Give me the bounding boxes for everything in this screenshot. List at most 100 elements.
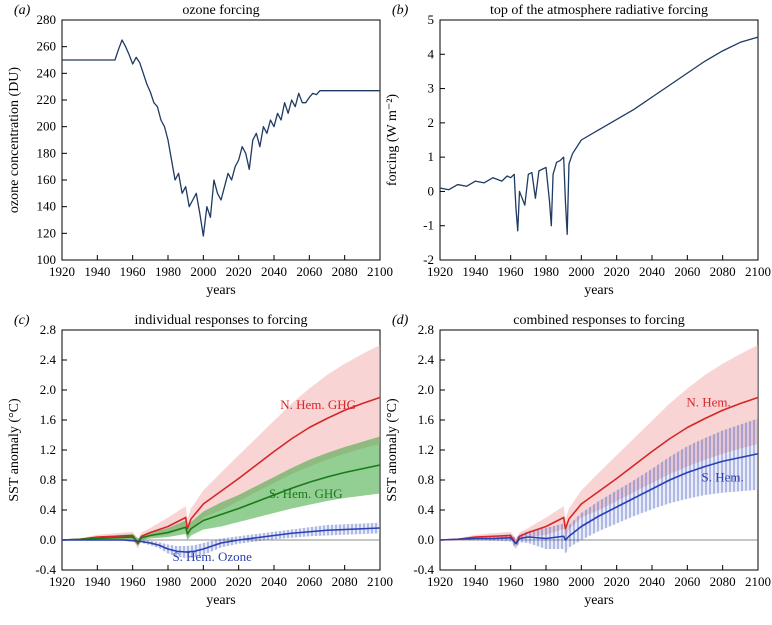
svg-text:0: 0 bbox=[428, 183, 435, 198]
svg-text:100: 100 bbox=[37, 252, 57, 267]
svg-text:1.6: 1.6 bbox=[40, 412, 57, 427]
series-label-s-hem-ghg: S. Hem. GHG bbox=[269, 486, 343, 501]
panel-a-series bbox=[62, 40, 380, 236]
panel-c-label: (c) bbox=[14, 313, 30, 328]
svg-text:-1: -1 bbox=[423, 218, 434, 233]
svg-text:1960: 1960 bbox=[120, 264, 146, 279]
svg-text:5: 5 bbox=[428, 12, 435, 27]
svg-text:SST anomaly (°C): SST anomaly (°C) bbox=[385, 398, 400, 502]
svg-text:140: 140 bbox=[37, 199, 57, 214]
panel-a-title: ozone forcing bbox=[182, 3, 259, 18]
svg-text:0.4: 0.4 bbox=[40, 502, 57, 517]
figure: 1920194019601980200020202040206020802100… bbox=[0, 0, 772, 625]
series-label-s-hem-ozone: S. Hem. Ozone bbox=[172, 549, 252, 564]
svg-text:2.4: 2.4 bbox=[40, 352, 57, 367]
svg-text:2020: 2020 bbox=[226, 264, 252, 279]
svg-text:2020: 2020 bbox=[226, 574, 252, 589]
svg-text:1940: 1940 bbox=[462, 574, 488, 589]
svg-text:1980: 1980 bbox=[155, 264, 181, 279]
svg-text:-0.4: -0.4 bbox=[413, 562, 434, 577]
svg-text:1.2: 1.2 bbox=[40, 442, 56, 457]
svg-text:2.0: 2.0 bbox=[418, 382, 434, 397]
svg-text:1980: 1980 bbox=[155, 574, 181, 589]
panel-a-label: (a) bbox=[14, 3, 31, 18]
panel-b-label: (b) bbox=[392, 3, 409, 18]
svg-text:2060: 2060 bbox=[296, 574, 322, 589]
svg-text:2100: 2100 bbox=[745, 574, 771, 589]
svg-text:1980: 1980 bbox=[533, 574, 559, 589]
svg-text:2000: 2000 bbox=[190, 264, 216, 279]
svg-text:1960: 1960 bbox=[498, 574, 524, 589]
svg-text:2020: 2020 bbox=[604, 574, 630, 589]
svg-text:160: 160 bbox=[37, 172, 57, 187]
panel-b: 1920194019601980200020202040206020802100… bbox=[385, 3, 771, 298]
panel-c-title: individual responses to forcing bbox=[134, 313, 307, 328]
svg-text:2040: 2040 bbox=[261, 574, 287, 589]
svg-text:2.4: 2.4 bbox=[418, 352, 435, 367]
svg-text:years: years bbox=[206, 283, 236, 298]
svg-text:2: 2 bbox=[428, 115, 435, 130]
svg-text:0.0: 0.0 bbox=[418, 532, 434, 547]
svg-text:2100: 2100 bbox=[367, 574, 393, 589]
svg-text:1940: 1940 bbox=[462, 264, 488, 279]
svg-text:2080: 2080 bbox=[332, 574, 358, 589]
svg-text:ozone concentration (DU): ozone concentration (DU) bbox=[7, 67, 22, 213]
svg-text:2080: 2080 bbox=[332, 264, 358, 279]
panel-d: 1920194019601980200020202040206020802100… bbox=[385, 313, 771, 608]
svg-text:2080: 2080 bbox=[710, 574, 736, 589]
svg-text:2.8: 2.8 bbox=[40, 322, 56, 337]
svg-text:-0.4: -0.4 bbox=[35, 562, 56, 577]
svg-text:2080: 2080 bbox=[710, 264, 736, 279]
svg-text:forcing (W m⁻²): forcing (W m⁻²) bbox=[385, 94, 400, 187]
panel-b-title: top of the atmosphere radiative forcing bbox=[490, 3, 708, 18]
svg-text:2.0: 2.0 bbox=[40, 382, 56, 397]
svg-text:2040: 2040 bbox=[261, 264, 287, 279]
svg-text:180: 180 bbox=[37, 145, 57, 160]
panel-d-title: combined responses to forcing bbox=[513, 313, 684, 328]
svg-text:2020: 2020 bbox=[604, 264, 630, 279]
svg-text:2100: 2100 bbox=[745, 264, 771, 279]
svg-text:2060: 2060 bbox=[674, 264, 700, 279]
svg-text:years: years bbox=[584, 593, 614, 608]
panel-a: 1920194019601980200020202040206020802100… bbox=[7, 3, 393, 298]
svg-text:2040: 2040 bbox=[639, 574, 665, 589]
svg-text:2040: 2040 bbox=[639, 264, 665, 279]
svg-text:years: years bbox=[206, 593, 236, 608]
svg-text:1980: 1980 bbox=[533, 264, 559, 279]
svg-text:1.6: 1.6 bbox=[418, 412, 435, 427]
svg-text:4: 4 bbox=[428, 46, 435, 61]
svg-text:2100: 2100 bbox=[367, 264, 393, 279]
svg-text:260: 260 bbox=[37, 39, 57, 54]
svg-text:280: 280 bbox=[37, 12, 57, 27]
svg-text:-2: -2 bbox=[423, 252, 434, 267]
svg-text:220: 220 bbox=[37, 92, 57, 107]
series-label-n-hem-: N. Hem. bbox=[686, 395, 730, 410]
series-label-s-hem-: S. Hem. bbox=[702, 470, 744, 485]
svg-text:2000: 2000 bbox=[568, 264, 594, 279]
svg-text:years: years bbox=[584, 283, 614, 298]
svg-text:1.2: 1.2 bbox=[418, 442, 434, 457]
svg-text:2000: 2000 bbox=[568, 574, 594, 589]
svg-text:SST anomaly (°C): SST anomaly (°C) bbox=[7, 398, 22, 502]
panel-b-series bbox=[440, 37, 758, 234]
svg-text:1940: 1940 bbox=[84, 574, 110, 589]
svg-text:1: 1 bbox=[428, 149, 435, 164]
svg-text:0.0: 0.0 bbox=[40, 532, 56, 547]
svg-text:1960: 1960 bbox=[498, 264, 524, 279]
svg-text:1960: 1960 bbox=[120, 574, 146, 589]
svg-text:1940: 1940 bbox=[84, 264, 110, 279]
svg-text:200: 200 bbox=[37, 119, 57, 134]
svg-text:0.8: 0.8 bbox=[418, 472, 434, 487]
svg-text:2000: 2000 bbox=[190, 574, 216, 589]
svg-text:120: 120 bbox=[37, 225, 57, 240]
panel-d-label: (d) bbox=[392, 313, 409, 328]
svg-text:2.8: 2.8 bbox=[418, 322, 434, 337]
series-label-n-hem-ghg: N. Hem. GHG bbox=[280, 397, 356, 412]
svg-text:2060: 2060 bbox=[674, 574, 700, 589]
svg-text:0.4: 0.4 bbox=[418, 502, 435, 517]
svg-text:3: 3 bbox=[428, 81, 435, 96]
panel-c: 1920194019601980200020202040206020802100… bbox=[7, 313, 393, 608]
svg-text:2060: 2060 bbox=[296, 264, 322, 279]
svg-text:240: 240 bbox=[37, 65, 57, 80]
svg-text:0.8: 0.8 bbox=[40, 472, 56, 487]
